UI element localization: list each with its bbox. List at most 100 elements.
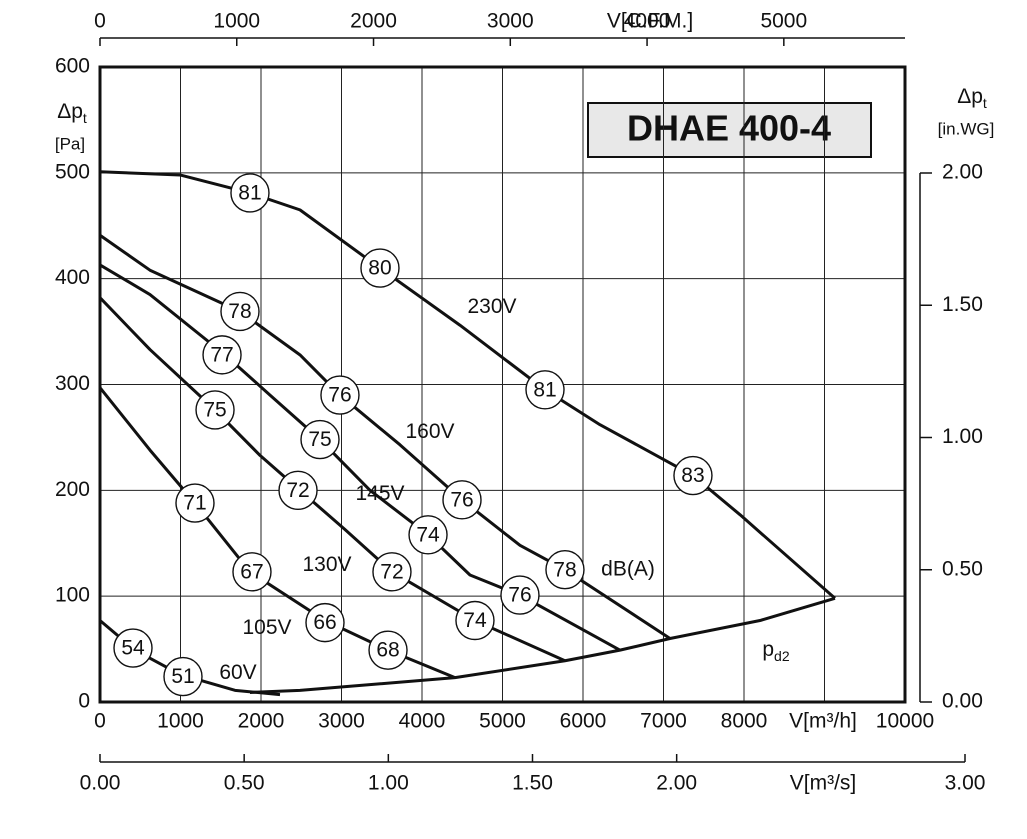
curve [99, 170, 836, 600]
x-tick-label: 4000 [399, 710, 446, 733]
curve-label: 230V [467, 295, 516, 318]
x-tick-label: 8000 [721, 710, 768, 733]
curve-name: 60V [219, 661, 256, 684]
curve-label: 145V [355, 482, 404, 505]
y2-axis-label-sub: t [983, 95, 987, 111]
curve-name: 230V [467, 295, 516, 318]
y-axis-label-main: Δp [57, 100, 83, 123]
curve-name: 105V [242, 616, 291, 639]
db-circle [368, 630, 408, 670]
x2-tick-label: 5000 [760, 10, 807, 33]
y2-axis-label: Δpt [957, 85, 987, 111]
y-axis-label: Δpt [57, 100, 87, 126]
db-circle [525, 370, 565, 410]
db-label: 74 [416, 523, 440, 546]
db-circle [673, 455, 713, 496]
curve-label: 60V [219, 661, 256, 684]
db-circle [230, 173, 270, 213]
db-circle [175, 483, 215, 523]
plot-frame [98, 65, 907, 704]
x-tick-label: 6000 [560, 710, 607, 733]
db-label: 81 [238, 181, 261, 204]
x-tick-label: 5000 [479, 710, 526, 733]
db-circle [195, 390, 235, 430]
y-tick-label: 200 [55, 478, 90, 501]
curve-label: 160V [405, 420, 454, 443]
y-axis-unit: [Pa] [55, 134, 85, 153]
title-box [587, 102, 872, 158]
x-tick-label: 10000 [876, 710, 934, 733]
curve-label: pd2 [762, 638, 789, 664]
db-label: 71 [183, 492, 206, 515]
x2-tick-label: 1000 [213, 10, 260, 33]
x-tick-label: 3000 [318, 710, 365, 733]
db-circle [278, 470, 318, 511]
curve-name: 130V [302, 553, 351, 576]
db-label: 81 [533, 378, 556, 401]
chart-title: DHAE 400-4 [627, 108, 831, 149]
y-tick-label: 0 [78, 690, 90, 713]
y2-tick-label: 2.00 [942, 161, 983, 184]
db-circle [372, 552, 412, 592]
x-tick-label: 2000 [238, 710, 285, 733]
curve-name: 145V [355, 482, 404, 505]
x2-tick-label: 0 [94, 10, 106, 33]
db-label: 75 [203, 398, 226, 421]
x3-tick-label: 3.00 [945, 772, 986, 795]
db-unit: dB(A) [601, 558, 655, 581]
db-label: 68 [376, 639, 399, 662]
x2-tick-label: 4000 [624, 10, 671, 33]
x3-axis-label: V[m³/s] [790, 772, 857, 795]
y2-tick-label: 0.00 [942, 690, 983, 713]
y-tick-label: 100 [55, 584, 90, 607]
db-label: 76 [508, 584, 531, 607]
x2-tick-label: 3000 [487, 10, 534, 33]
y2-axis-label-main: Δp [957, 85, 983, 108]
curve-name: 160V [405, 420, 454, 443]
curve-label: 105V [242, 616, 291, 639]
db-label: 54 [121, 637, 145, 660]
db-label: 83 [681, 464, 704, 487]
y2-tick-label: 1.00 [942, 425, 983, 448]
x-tick-label: 0 [94, 710, 106, 733]
y2-tick-label: 1.50 [942, 293, 983, 316]
db-label: 51 [171, 665, 194, 688]
db-circle [455, 600, 495, 641]
db-label: 77 [210, 343, 233, 366]
db-circle [300, 419, 340, 460]
x2-axis-label: V[C.F.M.] [607, 10, 693, 33]
db-label: 76 [328, 384, 351, 407]
curve [249, 596, 836, 694]
curve-name-sub: d2 [774, 648, 790, 664]
db-circle [442, 480, 482, 520]
x3-tick-label: 1.50 [512, 772, 553, 795]
y-tick-label: 500 [55, 160, 90, 183]
db-label: 76 [450, 488, 473, 511]
x3-tick-label: 2.00 [656, 772, 697, 795]
db-label: 72 [286, 479, 309, 502]
db-circle [360, 248, 400, 288]
db-circle [500, 575, 540, 615]
db-label: 67 [240, 560, 263, 583]
curve-name: p [762, 638, 774, 661]
y-tick-label: 600 [55, 55, 90, 78]
db-label: 78 [553, 558, 576, 581]
curve [99, 234, 671, 640]
db-circle [305, 602, 345, 643]
db-label: 78 [228, 300, 251, 323]
y-tick-label: 400 [55, 266, 90, 289]
db-circle [320, 375, 360, 415]
db-circle [113, 628, 153, 668]
db-label: 66 [313, 611, 336, 634]
db-label: 72 [380, 560, 403, 583]
x3-tick-label: 0.50 [224, 772, 265, 795]
db-circle [232, 552, 272, 592]
x-axis-label: V[m³/h] [789, 710, 857, 733]
db-label: 74 [463, 609, 487, 632]
x2-tick-label: 2000 [350, 10, 397, 33]
x-tick-label: 7000 [640, 710, 687, 733]
db-circle [163, 656, 203, 697]
y-tick-label: 300 [55, 372, 90, 395]
x3-tick-label: 1.00 [368, 772, 409, 795]
